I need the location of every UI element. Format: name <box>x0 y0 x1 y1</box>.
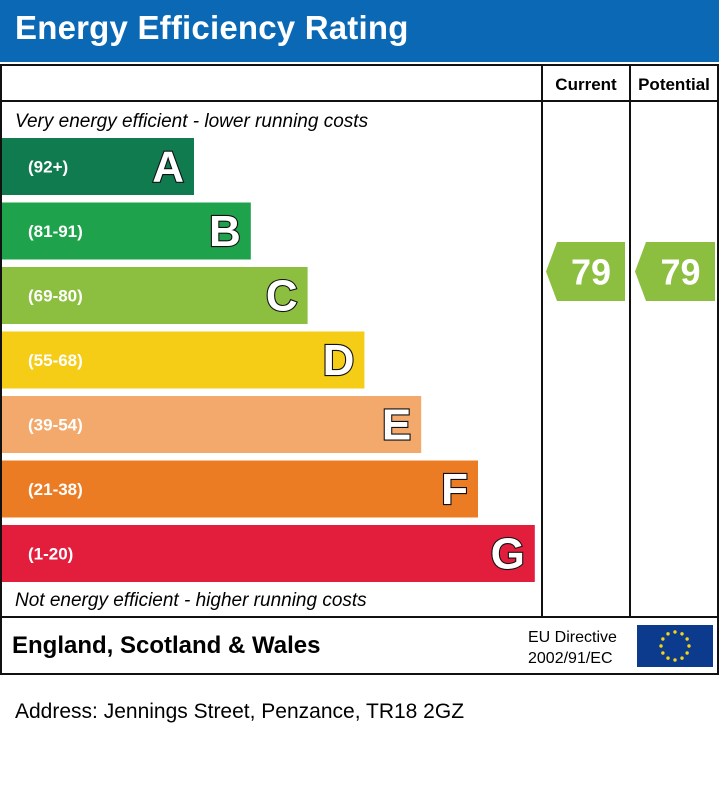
eu-flag-star <box>680 656 684 660</box>
eu-flag-star <box>680 632 684 636</box>
eu-flag-star <box>661 651 665 655</box>
current-rating-arrow <box>546 242 625 301</box>
chart-frame <box>0 64 719 675</box>
potential-rating-arrow <box>635 242 715 301</box>
eu-flag-star <box>666 656 670 660</box>
band-e-letter: E <box>382 401 411 450</box>
band-b-letter: B <box>209 207 241 256</box>
page-title: Energy Efficiency Rating <box>15 9 409 46</box>
eu-directive-line1: EU Directive <box>528 629 617 646</box>
band-d-bar <box>2 331 365 389</box>
top-note: Very energy efficient - lower running co… <box>15 111 369 132</box>
band-d-range: (55-68) <box>28 351 83 370</box>
band-e-range: (39-54) <box>28 416 83 435</box>
eu-flag-star <box>659 644 663 648</box>
band-g-letter: G <box>491 530 525 579</box>
band-f-range: (21-38) <box>28 480 83 499</box>
band-g-bar <box>2 525 535 582</box>
band-a-range: (92+) <box>28 158 68 177</box>
band-b-range: (81-91) <box>28 222 83 241</box>
potential-rating-value: 79 <box>660 252 700 293</box>
band-e-bar <box>2 396 422 453</box>
band-b-bar <box>2 202 251 260</box>
bottom-note: Not energy efficient - higher running co… <box>15 590 367 611</box>
current-rating-value: 79 <box>571 252 611 293</box>
band-g-range: (1-20) <box>28 545 73 564</box>
eu-flag-star <box>685 651 689 655</box>
eu-directive-line2: 2002/91/EC <box>528 650 613 667</box>
current-column-header: Current <box>555 75 617 94</box>
band-f-letter: F <box>441 465 468 514</box>
header-bar: Energy Efficiency Rating <box>0 0 719 62</box>
band-d-letter: D <box>323 336 355 385</box>
rating-bands: (92+) A (81-91) B (69-80) C (55-68) D (39-54) E (2… <box>2 138 535 582</box>
band-c-letter: C <box>266 272 298 321</box>
eu-flag-icon <box>637 625 713 667</box>
rating-chart: Current Potential Very energy efficient … <box>0 64 719 675</box>
eu-flag-star <box>666 632 670 636</box>
eu-flag-star <box>673 658 677 662</box>
eu-flag-star <box>661 637 665 641</box>
band-a-bar <box>2 138 194 195</box>
eu-flag-star <box>687 644 691 648</box>
band-c-bar <box>2 267 308 324</box>
eu-flag-star <box>673 630 677 634</box>
band-a-letter: A <box>152 143 184 192</box>
eu-flag-star <box>685 637 689 641</box>
address-text: Address: Jennings Street, Penzance, TR18… <box>15 700 465 723</box>
region-label: England, Scotland & Wales <box>12 632 320 659</box>
band-f-bar <box>2 460 478 518</box>
potential-column-header: Potential <box>638 75 710 94</box>
band-c-range: (69-80) <box>28 287 83 306</box>
rating-arrows: 79 79 <box>546 242 715 301</box>
